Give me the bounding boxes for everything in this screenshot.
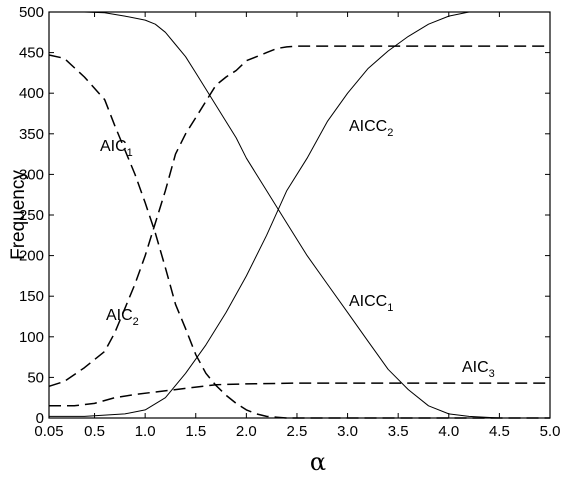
curve-label-subscript: 1: [387, 302, 393, 314]
series-line-aicc1: [49, 11, 550, 419]
curve-label-aicc1: AICC1: [349, 293, 393, 314]
curve-label-main: AICC: [349, 293, 387, 310]
ticks-layer: 0.05 0.5 1.0 1.5 2.0 2.5 3.0 3.5 4.0 4.5 5.0 0 50 100…: [19, 4, 560, 440]
y-tick-label: 300: [19, 166, 44, 183]
curve-label-main: AIC: [462, 359, 489, 376]
curve-label-subscript: 2: [133, 316, 139, 328]
curve-label-aic1: AIC1: [100, 138, 133, 159]
curve-label-subscript: 3: [489, 368, 495, 380]
x-tick-label: 1.0: [135, 423, 156, 440]
curve-label-main: AIC: [106, 307, 133, 324]
y-tick-label: 500: [19, 4, 44, 21]
x-tick-label: 4.5: [489, 423, 510, 440]
y-tick-label: 50: [27, 369, 44, 386]
series-line-aicc2: [49, 11, 550, 417]
series-line-aic3: [49, 382, 550, 407]
x-tick-label: 0.5: [84, 423, 105, 440]
curve-label-main: AICC: [349, 118, 387, 135]
x-tick-label: 4.0: [438, 423, 459, 440]
y-tick-label: 100: [19, 329, 44, 346]
y-tick-label: 0: [36, 410, 44, 427]
x-axis-label: α: [310, 448, 326, 476]
plot-frame: [48, 11, 551, 419]
curve-label-subscript: 2: [387, 127, 393, 139]
x-tick-label: 1.5: [185, 423, 206, 440]
y-tick-label: 200: [19, 248, 44, 265]
curve-label-subscript: 1: [127, 147, 133, 159]
series-line-aic2: [48, 45, 550, 388]
y-tick-label: 350: [19, 126, 44, 143]
x-tick-label: 2.0: [236, 423, 257, 440]
series-line-aic1: [48, 54, 550, 419]
y-tick-label: 250: [19, 207, 44, 224]
x-tick-label: 5.0: [540, 423, 561, 440]
y-axis-label: Frequency: [8, 170, 29, 260]
y-tick-label: 150: [19, 288, 44, 305]
curve-label-aic2: AIC2: [106, 307, 139, 328]
y-tick-label: 400: [19, 85, 44, 102]
x-tick-label: 3.0: [337, 423, 358, 440]
x-tick-label: 2.5: [287, 423, 308, 440]
y-tick-label: 450: [19, 45, 44, 62]
curve-label-main: AIC: [100, 138, 127, 155]
series-layer: [48, 11, 550, 419]
x-tick-label: 0.05: [34, 423, 63, 440]
curve-label-aic3: AIC3: [462, 359, 495, 380]
x-tick-label: 3.5: [388, 423, 409, 440]
curve-label-aicc2: AICC2: [349, 118, 393, 139]
